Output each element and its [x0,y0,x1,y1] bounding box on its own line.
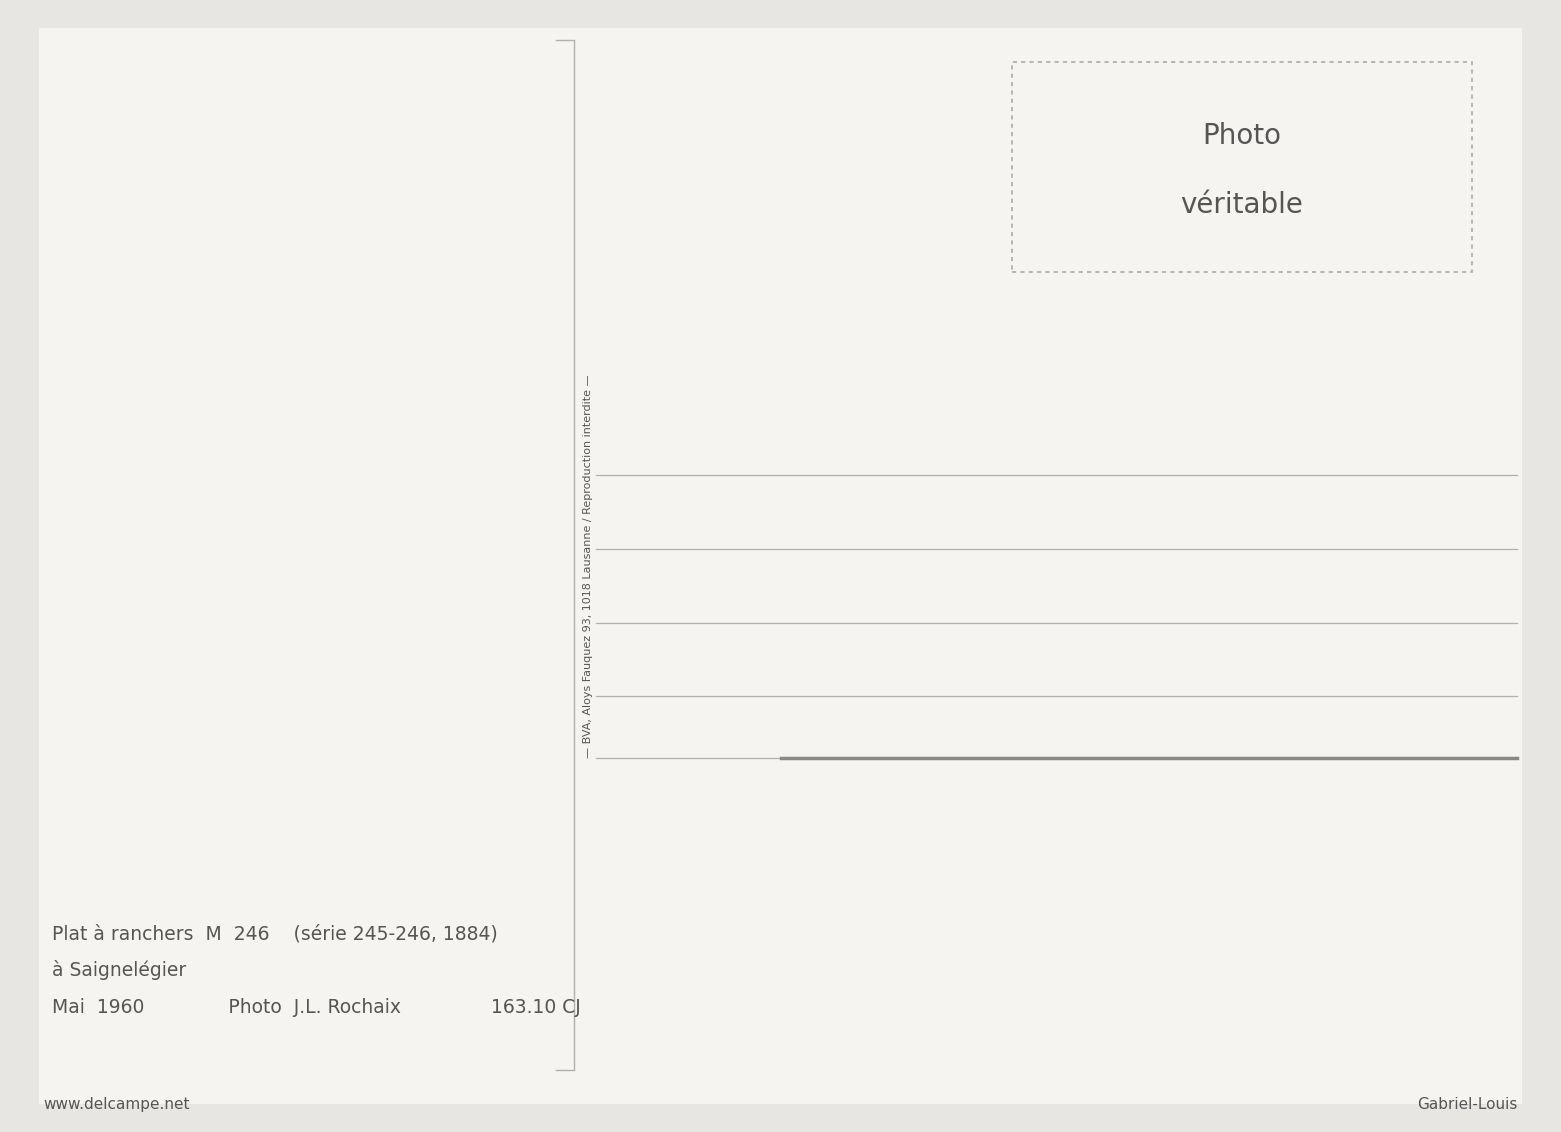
Text: — BVA, Aloys Fauquez 93, 1018 Lausanne / Reproduction interdite —: — BVA, Aloys Fauquez 93, 1018 Lausanne /… [584,375,593,757]
Text: Gabriel-Louis: Gabriel-Louis [1417,1097,1517,1112]
Bar [1012,62,1472,272]
Text: Photo: Photo [1202,121,1282,149]
Text: www.delcampe.net: www.delcampe.net [44,1097,190,1112]
Text: à Saignelégier: à Saignelégier [52,960,186,980]
Text: véritable: véritable [1180,190,1303,218]
Text: Plat à ranchers  M  246    (série 245-246, 1884): Plat à ranchers M 246 (série 245-246, 18… [52,925,498,943]
Text: Mai  1960              Photo  J.L. Rochaix               163.10 CJ: Mai 1960 Photo J.L. Rochaix 163.10 CJ [52,998,581,1017]
